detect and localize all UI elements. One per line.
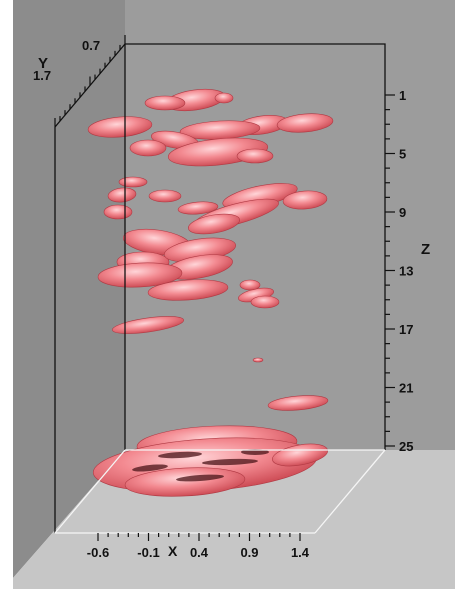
x-tick-label: 0.9 — [240, 545, 258, 560]
x-tick-label: -0.6 — [87, 545, 109, 560]
z-tick-label: 13 — [399, 264, 413, 279]
isosurface-blob — [276, 113, 334, 133]
isosurface-blob — [118, 176, 148, 188]
x-tick-label: 0.4 — [190, 545, 209, 560]
isosurface-blob — [147, 279, 229, 301]
back-wall — [125, 0, 455, 450]
z-tick-label: 21 — [399, 381, 413, 396]
x-axis: -0.6 -0.1 0.4 0.9 1.4 — [87, 533, 310, 560]
isosurface-blob — [188, 213, 240, 235]
isosurface-blob — [112, 316, 184, 334]
y-tick-label: 0.7 — [82, 38, 100, 53]
y-axis-label: Y — [38, 55, 48, 72]
isosurface-blob — [267, 395, 329, 411]
isosurface-blob — [107, 187, 137, 203]
box-bottom-depth-edge — [314, 449, 386, 534]
isosurface-blob — [252, 357, 264, 363]
isosurface-blob — [148, 189, 182, 203]
isosurface-blob — [129, 139, 167, 157]
z-tick-label: 9 — [399, 205, 406, 220]
y-tick-label: 1.7 — [33, 68, 51, 83]
isosurface-blob — [97, 262, 183, 288]
isosurface-blob — [236, 148, 274, 164]
isosurface-blob — [87, 116, 153, 138]
isosurface-blob — [250, 295, 280, 309]
isosurface-blob — [144, 95, 186, 111]
x-tick-label: -0.1 — [137, 545, 159, 560]
box-bottom-left-depth-edge — [54, 449, 126, 534]
isosurface-cavity — [202, 458, 258, 466]
x-axis-label: X — [168, 543, 178, 559]
isosurface-cavity — [176, 474, 224, 482]
isosurface-blob — [103, 204, 133, 220]
z-tick-label: 5 — [399, 147, 406, 162]
z-axis: 1 5 9 13 17 21 25 — [385, 88, 413, 454]
isosurface-blob — [177, 201, 219, 215]
z-tick-label: 25 — [399, 439, 413, 454]
isosurface-blob — [214, 92, 234, 104]
isosurface-blob — [282, 190, 328, 210]
x-tick-label: 1.4 — [291, 545, 310, 560]
isosurface-blob — [239, 279, 261, 291]
isosurface-cavity — [158, 451, 202, 459]
z-axis-label: Z — [421, 241, 430, 258]
side-wall — [13, 0, 125, 578]
isosurface-cavity — [132, 464, 168, 472]
z-tick-label: 1 — [399, 88, 406, 103]
y-axis: 0.7 1.7 — [33, 35, 126, 127]
z-tick-label: 17 — [399, 322, 413, 337]
